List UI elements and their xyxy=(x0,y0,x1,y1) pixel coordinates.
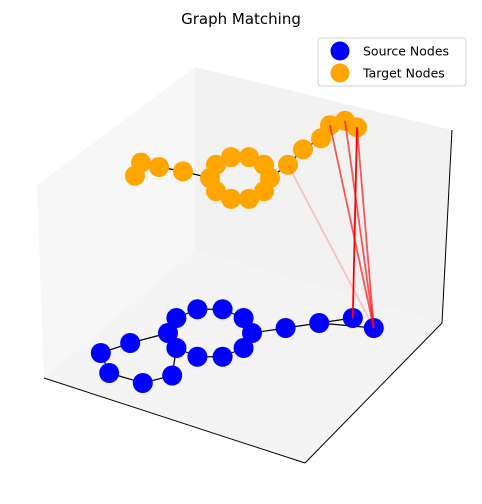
source-graph-nodes xyxy=(90,299,384,393)
match-line xyxy=(351,127,358,319)
target-node xyxy=(239,188,259,209)
legend-target-swatch xyxy=(330,63,350,83)
legend-frame xyxy=(317,37,467,87)
source-node xyxy=(162,365,183,386)
source-node xyxy=(233,338,254,358)
axes-3d xyxy=(37,67,453,464)
source-node xyxy=(187,346,208,367)
source-node xyxy=(120,333,141,353)
source-node xyxy=(187,299,208,320)
legend-source-swatch xyxy=(330,41,350,61)
target-node xyxy=(239,147,259,168)
match-line xyxy=(344,120,375,329)
target-node xyxy=(125,165,145,186)
legend-source-label: Source Nodes xyxy=(363,44,449,59)
source-node xyxy=(212,346,233,367)
back-pane xyxy=(195,67,452,323)
source-node xyxy=(166,338,187,358)
matching-lines xyxy=(287,120,375,329)
target-node xyxy=(149,157,169,177)
source-node xyxy=(242,323,262,343)
source-node xyxy=(158,323,178,343)
match-line xyxy=(287,164,375,329)
chart-title: Graph Matching xyxy=(181,10,301,28)
source-node xyxy=(166,308,187,328)
target-node xyxy=(221,188,241,209)
match-line xyxy=(329,125,375,329)
source-node xyxy=(99,363,120,383)
source-node xyxy=(212,299,233,320)
target-node xyxy=(173,161,193,182)
axis-edge-vertical xyxy=(441,129,453,324)
target-graph-nodes xyxy=(125,110,367,209)
legend: Source Nodes Target Nodes xyxy=(317,37,467,87)
target-node xyxy=(254,154,274,175)
target-node xyxy=(347,117,367,138)
source-node xyxy=(309,313,330,333)
left-pane xyxy=(37,67,195,378)
axis-edge-left xyxy=(43,377,306,464)
target-node xyxy=(278,154,298,175)
target-node xyxy=(221,147,241,168)
legend-target-label: Target Nodes xyxy=(362,66,445,81)
axis-edge-right xyxy=(304,322,443,464)
target-node xyxy=(206,181,226,202)
source-node xyxy=(275,318,296,338)
match-line xyxy=(356,127,375,329)
source-node xyxy=(233,308,254,328)
source-node xyxy=(90,343,111,363)
source-node xyxy=(132,373,153,393)
target-node xyxy=(293,139,313,160)
target-node xyxy=(254,181,274,202)
